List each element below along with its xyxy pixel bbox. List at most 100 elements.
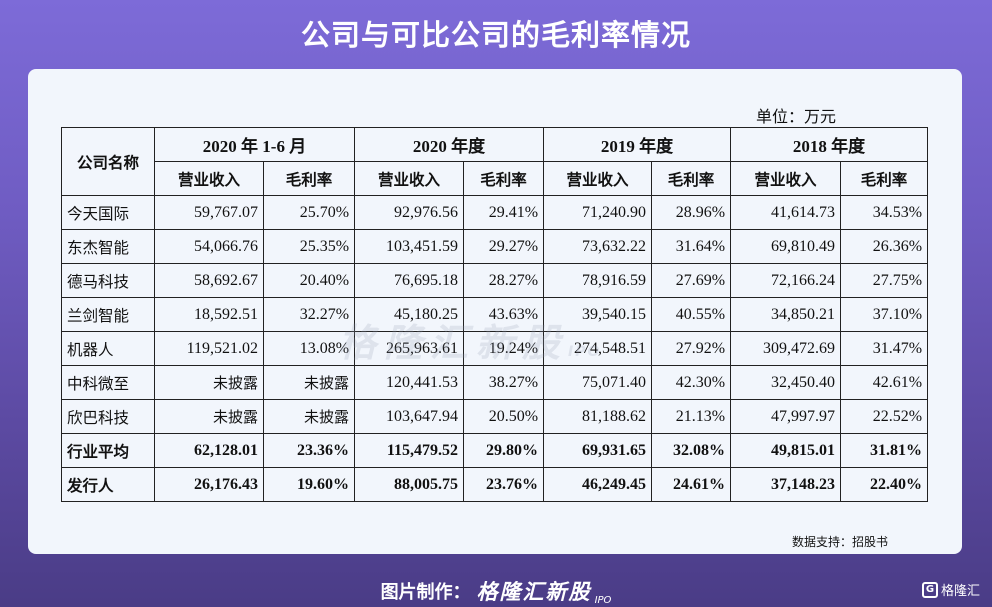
- revenue-cell: 26,176.43: [154, 467, 264, 502]
- table-row: 发行人 26,176.43 19.60% 88,005.75 23.76% 46,249.…: [61, 467, 929, 502]
- margin-cell: 25.70%: [262, 195, 356, 230]
- margin-cell: 20.50%: [463, 399, 545, 434]
- revenue-cell: 309,472.69: [730, 331, 842, 366]
- company-name-cell: 今天国际: [61, 195, 155, 230]
- revenue-cell: 274,548.51: [543, 331, 653, 366]
- header-margin: 毛利率: [651, 161, 732, 196]
- revenue-cell: 49,815.01: [730, 433, 842, 468]
- margin-cell: 22.40%: [840, 467, 929, 502]
- revenue-cell: 39,540.15: [543, 297, 653, 332]
- revenue-cell: 119,521.02: [154, 331, 264, 366]
- margin-cell: 31.47%: [840, 331, 929, 366]
- margin-cell: 23.36%: [262, 433, 356, 468]
- margin-cell: 27.69%: [651, 263, 732, 298]
- margin-cell: 25.35%: [262, 229, 356, 264]
- header-row-metrics: 营业收入 毛利率 营业收入 毛利率 营业收入 毛利率 营业收入 毛利率: [62, 161, 929, 196]
- company-name-cell: 行业平均: [61, 433, 155, 468]
- table-row: 今天国际 59,767.07 25.70% 92,976.56 29.41% 71,240…: [61, 195, 929, 230]
- revenue-cell: 37,148.23: [730, 467, 842, 502]
- table-row: 兰剑智能 18,592.51 32.27% 45,180.25 43.63% 39,540…: [61, 297, 929, 332]
- revenue-cell: 62,128.01: [154, 433, 264, 468]
- company-name-cell: 兰剑智能: [61, 297, 155, 332]
- table-row: 中科微至 未披露 未披露 120,441.53 38.27% 75,071.40 42.30…: [61, 365, 929, 400]
- header-company: 公司名称: [61, 127, 155, 196]
- margin-cell: 19.60%: [262, 467, 356, 502]
- revenue-cell: 88,005.75: [354, 467, 465, 502]
- header-period: 2020 年 1-6 月: [153, 127, 356, 162]
- margin-cell: 38.27%: [463, 365, 545, 400]
- header-period: 2019 年度: [543, 127, 732, 162]
- margin-cell: 29.27%: [463, 229, 545, 264]
- header-margin: 毛利率: [463, 161, 545, 196]
- revenue-cell: 78,916.59: [543, 263, 653, 298]
- header-row-periods: 公司名称 2020 年 1-6 月 2020 年度 2019 年度 2018 年…: [61, 127, 929, 196]
- company-name-cell: 机器人: [61, 331, 155, 366]
- revenue-cell: 未披露: [154, 365, 264, 400]
- revenue-cell: 73,632.22: [543, 229, 653, 264]
- header-revenue: 营业收入: [354, 161, 465, 196]
- revenue-cell: 18,592.51: [154, 297, 264, 332]
- revenue-cell: 115,479.52: [354, 433, 465, 468]
- revenue-cell: 32,450.40: [730, 365, 842, 400]
- revenue-cell: 92,976.56: [354, 195, 465, 230]
- margin-cell: 20.40%: [262, 263, 356, 298]
- margin-cell: 23.76%: [463, 467, 545, 502]
- table-row: 德马科技 58,692.67 20.40% 76,695.18 28.27% 78,916…: [61, 263, 929, 298]
- revenue-cell: 72,166.24: [730, 263, 842, 298]
- margin-cell: 24.61%: [651, 467, 732, 502]
- footer-label: 图片制作：: [380, 582, 471, 603]
- footer-brand: 格隆汇新股: [476, 580, 592, 604]
- logo-text: 格隆汇: [941, 584, 981, 599]
- margin-cell: 31.64%: [651, 229, 732, 264]
- revenue-cell: 59,767.07: [154, 195, 264, 230]
- company-name-cell: 东杰智能: [61, 229, 155, 264]
- margin-cell: 13.08%: [262, 331, 356, 366]
- revenue-cell: 76,695.18: [354, 263, 465, 298]
- margin-cell: 29.80%: [463, 433, 545, 468]
- page-title: 公司与可比公司的毛利率情况: [300, 18, 691, 52]
- margin-cell: 19.24%: [463, 331, 545, 366]
- revenue-cell: 54,066.76: [154, 229, 264, 264]
- revenue-cell: 265,963.61: [354, 331, 465, 366]
- margin-cell: 21.13%: [651, 399, 732, 434]
- margin-cell: 28.27%: [463, 263, 545, 298]
- table-body: 今天国际 59,767.07 25.70% 92,976.56 29.41% 71,240…: [61, 195, 929, 502]
- unit-label: 单位：万元: [756, 107, 837, 126]
- revenue-cell: 未披露: [154, 399, 264, 434]
- margin-cell: 27.92%: [651, 331, 732, 366]
- margin-cell: 22.52%: [840, 399, 929, 434]
- margin-cell: 28.96%: [651, 195, 732, 230]
- header-period: 2018 年度: [730, 127, 929, 162]
- revenue-cell: 103,451.59: [354, 229, 465, 264]
- margin-cell: 26.36%: [840, 229, 929, 264]
- header-margin: 毛利率: [840, 161, 929, 196]
- revenue-cell: 34,850.21: [730, 297, 842, 332]
- margin-cell: 40.55%: [651, 297, 732, 332]
- revenue-cell: 71,240.90: [543, 195, 653, 230]
- header-margin: 毛利率: [262, 161, 356, 196]
- margin-cell: 31.81%: [840, 433, 929, 468]
- margin-cell: 37.10%: [840, 297, 929, 332]
- gross-margin-table: 公司名称 2020 年 1-6 月 2020 年度 2019 年度 2018 年…: [61, 127, 929, 502]
- table-row: 东杰智能 54,066.76 25.35% 103,451.59 29.27% 73,63…: [61, 229, 929, 264]
- revenue-cell: 120,441.53: [354, 365, 465, 400]
- company-name-cell: 发行人: [61, 467, 155, 502]
- table-row: 行业平均 62,128.01 23.36% 115,479.52 29.80% 69,93…: [61, 433, 929, 468]
- revenue-cell: 103,647.94: [354, 399, 465, 434]
- data-source: 数据支持：招股书: [792, 535, 889, 549]
- revenue-cell: 81,188.62: [543, 399, 653, 434]
- margin-cell: 32.08%: [651, 433, 732, 468]
- margin-cell: 32.27%: [262, 297, 356, 332]
- margin-cell: 27.75%: [840, 263, 929, 298]
- header-revenue: 营业收入: [543, 161, 653, 196]
- margin-cell: 42.30%: [651, 365, 732, 400]
- header-revenue: 营业收入: [730, 161, 842, 196]
- margin-cell: 29.41%: [463, 195, 545, 230]
- revenue-cell: 69,810.49: [730, 229, 842, 264]
- brand-logo: G 格隆汇: [922, 580, 980, 599]
- margin-cell: 未披露: [262, 365, 356, 400]
- revenue-cell: 75,071.40: [543, 365, 653, 400]
- margin-cell: 43.63%: [463, 297, 545, 332]
- table-row: 欣巴科技 未披露 未披露 103,647.94 20.50% 81,188.62 21.13…: [61, 399, 929, 434]
- table-row: 机器人 119,521.02 13.08% 265,963.61 19.24% 274,5…: [61, 331, 929, 366]
